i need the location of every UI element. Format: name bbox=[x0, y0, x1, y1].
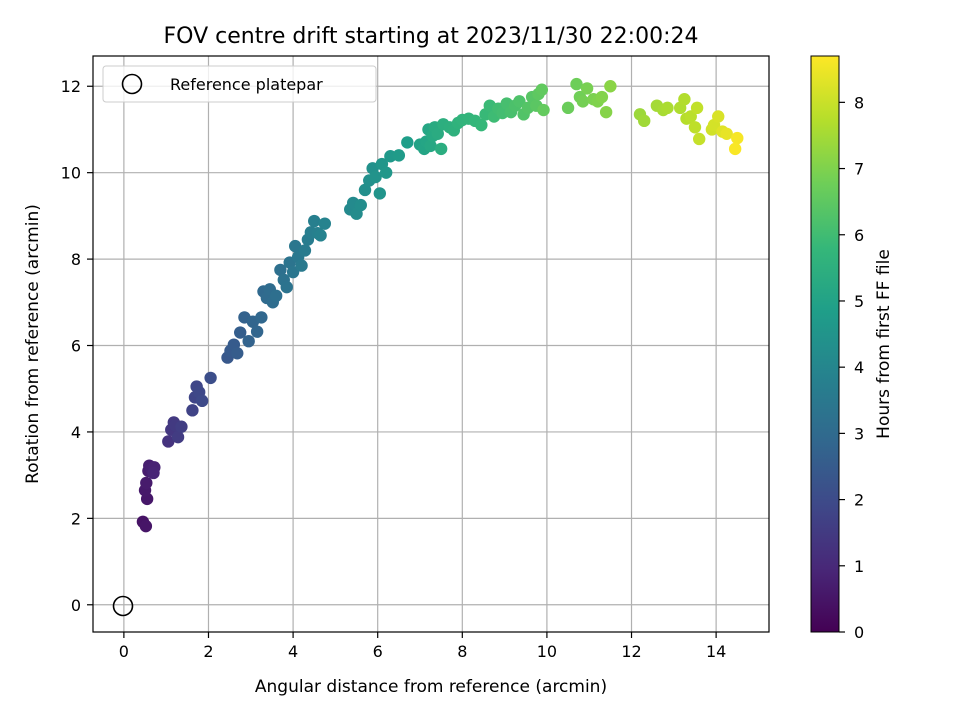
data-point bbox=[139, 519, 153, 533]
data-point bbox=[308, 214, 321, 228]
x-tick-label: 0 bbox=[119, 642, 129, 661]
data-point bbox=[140, 476, 153, 490]
colorbar bbox=[810, 55, 840, 633]
data-point bbox=[604, 80, 617, 93]
data-point bbox=[175, 420, 188, 433]
y-tick-label: 2 bbox=[71, 509, 81, 528]
data-point bbox=[373, 187, 387, 200]
data-point bbox=[537, 103, 550, 117]
data-point bbox=[171, 430, 185, 444]
data-point bbox=[162, 435, 175, 448]
data-point bbox=[475, 118, 488, 132]
y-axis-label: Rotation from reference (arcmin) bbox=[23, 204, 43, 484]
data-point bbox=[576, 95, 590, 108]
legend-marker bbox=[121, 73, 143, 95]
data-point bbox=[595, 90, 609, 104]
colorbar-tick-label: 4 bbox=[854, 358, 864, 377]
gridlines bbox=[93, 56, 769, 632]
data-point bbox=[231, 347, 244, 360]
data-point bbox=[688, 121, 702, 134]
colorbar-tick-label: 3 bbox=[854, 424, 864, 443]
colorbar-tick-label: 2 bbox=[854, 491, 864, 510]
data-point bbox=[678, 93, 691, 106]
chart-title: FOV centre drift starting at 2023/11/30 … bbox=[164, 24, 699, 49]
plot-frame bbox=[92, 55, 770, 633]
data-point bbox=[392, 149, 406, 162]
colorbar-label: Hours from first FF file bbox=[874, 249, 894, 439]
data-point bbox=[295, 259, 308, 272]
data-point bbox=[431, 127, 444, 140]
y-tick-label: 6 bbox=[71, 337, 81, 356]
x-tick-label: 14 bbox=[706, 642, 726, 661]
y-tick-label: 0 bbox=[71, 596, 81, 615]
data-point bbox=[599, 105, 613, 119]
data-point bbox=[690, 101, 704, 115]
data-point bbox=[354, 198, 367, 212]
data-point bbox=[280, 280, 293, 294]
data-point bbox=[204, 371, 217, 385]
data-point bbox=[580, 82, 594, 95]
data-point bbox=[401, 136, 414, 149]
data-point bbox=[561, 101, 575, 115]
legend: Reference platepar bbox=[102, 65, 377, 103]
data-point bbox=[286, 265, 300, 279]
data-point bbox=[358, 183, 372, 197]
x-tick-label: 6 bbox=[373, 642, 383, 661]
data-point bbox=[242, 334, 255, 348]
data-point bbox=[255, 311, 268, 324]
legend-entry-reference: Reference platepar bbox=[170, 75, 323, 94]
data-point bbox=[731, 131, 744, 145]
data-point bbox=[684, 110, 697, 123]
data-point bbox=[570, 77, 583, 91]
reference-marker bbox=[112, 595, 134, 617]
scatter-points bbox=[136, 77, 744, 533]
data-point bbox=[298, 244, 312, 257]
colorbar-tick-label: 6 bbox=[854, 226, 864, 245]
x-tick-label: 12 bbox=[621, 642, 641, 661]
y-tick-label: 10 bbox=[61, 164, 81, 183]
data-point bbox=[195, 394, 209, 408]
colorbar-ticks: 0 1 2 3 4 5 6 7 8 bbox=[839, 93, 864, 642]
data-point bbox=[379, 166, 393, 179]
data-point bbox=[147, 466, 160, 480]
y-tick-label: 4 bbox=[71, 423, 81, 442]
y-tick-label: 8 bbox=[71, 250, 81, 269]
data-point bbox=[513, 95, 526, 108]
x-tick-label: 8 bbox=[457, 642, 467, 661]
colorbar-tick-label: 8 bbox=[854, 93, 864, 112]
data-point bbox=[269, 289, 283, 303]
data-point bbox=[434, 142, 448, 156]
data-point bbox=[424, 139, 437, 153]
colorbar-tick-label: 7 bbox=[854, 160, 864, 179]
data-point bbox=[693, 132, 706, 146]
data-point bbox=[369, 170, 382, 184]
x-axis-label: Angular distance from reference (arcmin) bbox=[255, 677, 607, 697]
data-point bbox=[289, 239, 302, 253]
data-point bbox=[535, 83, 549, 96]
x-tick-label: 10 bbox=[537, 642, 557, 661]
data-point bbox=[712, 110, 725, 123]
colorbar-tick-label: 5 bbox=[854, 292, 864, 311]
data-point bbox=[274, 263, 287, 277]
data-point bbox=[318, 217, 332, 230]
data-point bbox=[728, 142, 742, 156]
data-point bbox=[661, 101, 674, 115]
x-axis-ticks: 0 2 4 6 8 10 12 14 bbox=[119, 632, 726, 661]
data-point bbox=[720, 127, 733, 140]
y-tick-label: 12 bbox=[61, 77, 81, 96]
data-point bbox=[638, 114, 651, 128]
legend-box bbox=[102, 65, 377, 103]
x-tick-label: 4 bbox=[288, 642, 298, 661]
colorbar-tick-label: 0 bbox=[854, 623, 864, 642]
data-point bbox=[186, 404, 199, 417]
y-axis-ticks: 0 2 4 6 8 10 12 bbox=[61, 77, 93, 615]
colorbar-tick-label: 1 bbox=[854, 557, 864, 576]
data-point bbox=[314, 229, 327, 242]
x-tick-label: 2 bbox=[203, 642, 213, 661]
data-point bbox=[250, 325, 264, 338]
data-point bbox=[234, 326, 247, 339]
